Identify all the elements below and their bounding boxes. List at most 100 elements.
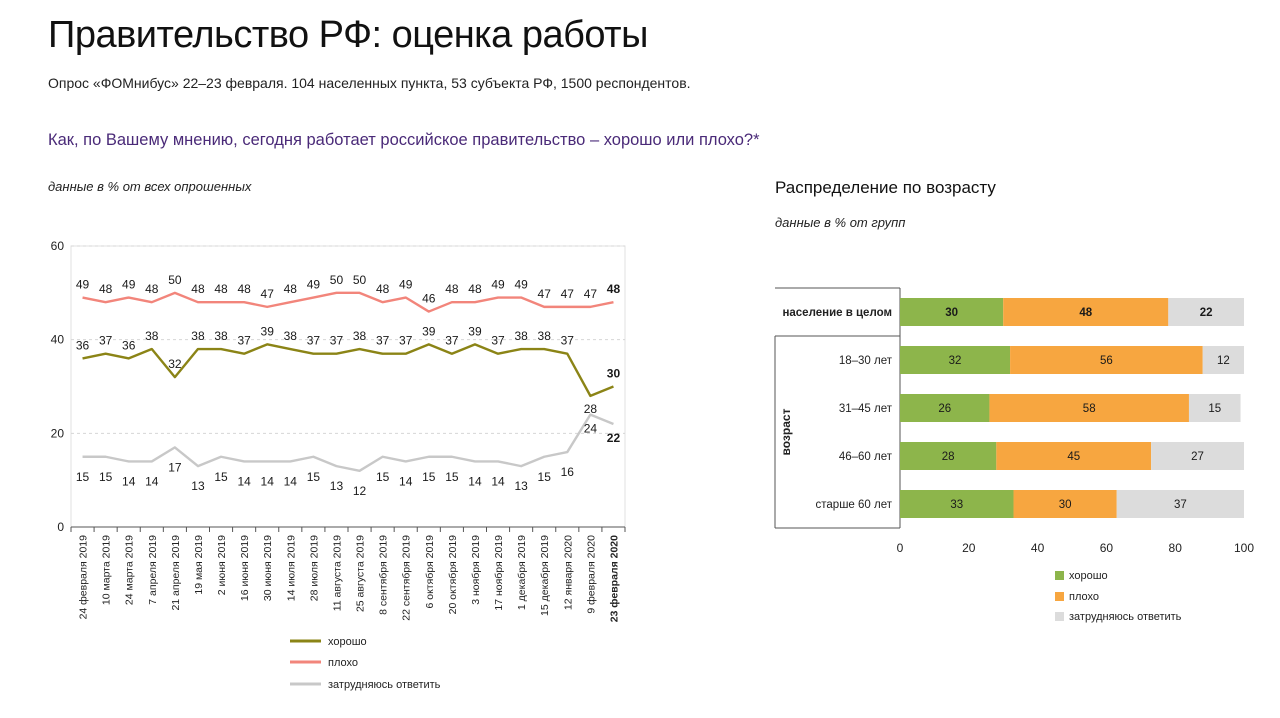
data-label-bad: 47 (561, 287, 575, 301)
x-tick-label: 22 сентября 2019 (401, 535, 413, 621)
bar-value-label-hard: 37 (1174, 499, 1187, 511)
x-tick-label: 15 декабря 2019 (539, 535, 551, 616)
data-label-bad: 48 (284, 282, 298, 296)
data-label-good: 37 (330, 334, 344, 348)
bar-x-tick-label: 60 (1100, 541, 1114, 555)
line-chart-note: данные в % от всех опрошенных (48, 179, 252, 194)
data-label-good: 28 (584, 402, 598, 416)
bar-segment-hard (1188, 394, 1241, 422)
y-tick-label: 40 (51, 333, 65, 347)
bar-chart-title: Распределение по возрасту (775, 178, 996, 197)
x-tick-label: 24 марта 2019 (124, 535, 136, 605)
y-tick-label: 60 (51, 239, 65, 253)
x-tick-label: 6 октября 2019 (424, 535, 436, 609)
data-label-hard: 15 (538, 470, 552, 484)
data-label-good: 30 (607, 367, 621, 381)
x-tick-label: 1 декабря 2019 (516, 535, 528, 610)
data-label-bad: 48 (99, 282, 113, 296)
x-tick-label: 12 января 2020 (562, 535, 574, 610)
bar-value-label-bad: 48 (1079, 307, 1092, 319)
bar-segment-good (900, 442, 997, 470)
data-label-good: 37 (237, 334, 251, 348)
data-label-hard: 17 (168, 460, 182, 474)
series-line-good (82, 343, 614, 398)
data-label-bad: 48 (607, 282, 621, 296)
category-label: старше 60 лет (816, 499, 893, 511)
category-label: население в целом (782, 307, 892, 319)
bar-segment-good (900, 394, 990, 422)
data-label-bad: 49 (399, 278, 413, 292)
category-label: 18–30 лет (839, 355, 893, 367)
data-label-hard: 15 (99, 470, 113, 484)
y-tick-label: 0 (57, 520, 64, 534)
data-label-hard: 15 (214, 470, 228, 484)
data-label-bad: 48 (191, 282, 205, 296)
data-label-good: 38 (214, 329, 228, 343)
x-tick-label: 25 августа 2019 (355, 535, 367, 612)
x-tick-label: 17 ноября 2019 (493, 535, 505, 611)
data-label-hard: 14 (145, 474, 159, 488)
data-label-hard: 14 (399, 474, 413, 488)
bar-x-tick-label: 80 (1169, 541, 1183, 555)
bar-segment-bad (1010, 346, 1203, 374)
bar-x-tick-label: 100 (1234, 541, 1254, 555)
data-label-hard: 24 (584, 422, 598, 436)
survey-subtitle: Опрос «ФОМнибус» 22–23 февраля. 104 насе… (48, 75, 691, 91)
data-label-bad: 49 (491, 278, 505, 292)
x-tick-label: 14 июля 2019 (285, 535, 297, 601)
data-label-good: 37 (307, 334, 321, 348)
data-label-bad: 49 (76, 278, 90, 292)
series-line-hard (82, 413, 614, 472)
x-tick-label: 24 февраля 2019 (78, 535, 90, 620)
data-label-hard: 14 (237, 474, 251, 488)
data-label-bad: 50 (168, 273, 182, 287)
data-label-hard: 15 (445, 470, 459, 484)
data-label-bad: 46 (422, 292, 436, 306)
bar-legend-label-hard: затрудняюсь ответить (1069, 611, 1182, 623)
bar-value-label-good: 33 (950, 499, 963, 511)
bar-legend-swatch-bad (1055, 592, 1064, 601)
bar-segment-good (900, 298, 1004, 326)
data-label-bad: 48 (445, 282, 459, 296)
bar-legend-swatch-hard (1055, 612, 1064, 621)
bar-chart-note: данные в % от групп (775, 215, 906, 230)
data-label-good: 39 (422, 324, 436, 338)
bar-segment-good (900, 346, 1011, 374)
bar-segment-good (900, 490, 1014, 518)
legend-label-good: хорошо (328, 636, 367, 648)
data-label-good: 38 (191, 329, 205, 343)
data-label-bad: 49 (307, 278, 321, 292)
bar-segment-bad (996, 442, 1152, 470)
data-label-hard: 13 (191, 479, 205, 493)
data-label-bad: 50 (330, 273, 344, 287)
category-label: 46–60 лет (839, 451, 893, 463)
bar-legend-label-bad: плохо (1069, 591, 1099, 603)
x-tick-label: 9 февраля 2020 (585, 535, 597, 614)
x-tick-label: 8 сентября 2019 (378, 535, 390, 615)
bar-value-label-hard: 27 (1191, 451, 1204, 463)
data-label-hard: 14 (122, 474, 136, 488)
x-tick-label: 3 ноября 2019 (470, 535, 482, 605)
bar-segment-hard (1168, 298, 1244, 326)
data-label-bad: 47 (584, 287, 598, 301)
bar-value-label-good: 32 (949, 355, 962, 367)
x-tick-label: 10 марта 2019 (101, 535, 113, 605)
legend-label-hard: затрудняюсь ответить (328, 679, 441, 691)
x-tick-label: 11 августа 2019 (331, 535, 343, 611)
data-label-bad: 49 (514, 278, 528, 292)
data-label-hard: 15 (307, 470, 321, 484)
y-tick-label: 20 (51, 426, 65, 440)
x-tick-label: 2 июня 2019 (216, 535, 228, 595)
data-label-bad: 49 (122, 278, 136, 292)
page-title: Правительство РФ: оценка работы (48, 14, 648, 56)
bar-y-axis-label: возраст (779, 408, 793, 455)
x-tick-label: 16 июня 2019 (239, 535, 251, 601)
bar-x-tick-label: 40 (1031, 541, 1045, 555)
bar-value-label-bad: 45 (1067, 451, 1080, 463)
data-label-hard: 14 (468, 474, 482, 488)
category-label: 31–45 лет (839, 403, 893, 415)
x-tick-label: 30 июня 2019 (262, 535, 274, 601)
bar-value-label-good: 28 (942, 451, 955, 463)
data-label-good: 39 (468, 324, 482, 338)
